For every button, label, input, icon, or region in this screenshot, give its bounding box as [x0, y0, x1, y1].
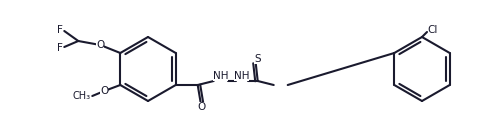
Text: O: O [100, 86, 108, 96]
Text: CH₃: CH₃ [72, 91, 90, 101]
Text: F: F [57, 25, 63, 35]
Text: F: F [57, 43, 63, 53]
Text: O: O [197, 102, 205, 112]
Text: Cl: Cl [427, 25, 437, 35]
Text: S: S [254, 54, 261, 64]
Text: O: O [96, 40, 104, 50]
Text: NH: NH [212, 71, 228, 81]
Text: NH: NH [233, 71, 249, 81]
